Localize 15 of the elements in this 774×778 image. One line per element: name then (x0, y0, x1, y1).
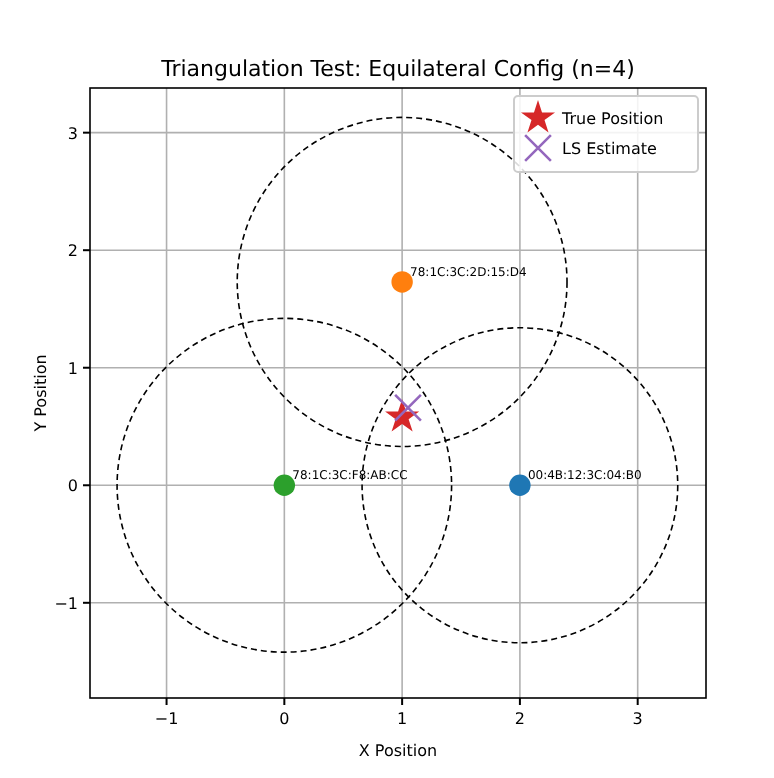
x-tick-label: 2 (514, 710, 525, 728)
y-tick-label: 2 (67, 242, 78, 261)
x-tick-label: 1 (397, 710, 408, 728)
y-tick-label: −1 (54, 594, 78, 613)
y-tick-label: 1 (67, 359, 78, 378)
legend-label: LS Estimate (562, 140, 657, 158)
x-tick-label: 0 (279, 710, 290, 728)
x-axis-title: X Position (358, 742, 438, 760)
x-tick-label: −1 (154, 710, 179, 728)
y-axis-title: Y Position (32, 354, 50, 434)
chart-title: Triangulation Test: Equilateral Config (n=4) (159, 56, 635, 82)
x-tick-label: 3 (632, 710, 643, 728)
y-tick-label: 0 (67, 477, 78, 496)
y-tick-label: 3 (67, 124, 78, 143)
legend-label: True Position (560, 110, 664, 128)
